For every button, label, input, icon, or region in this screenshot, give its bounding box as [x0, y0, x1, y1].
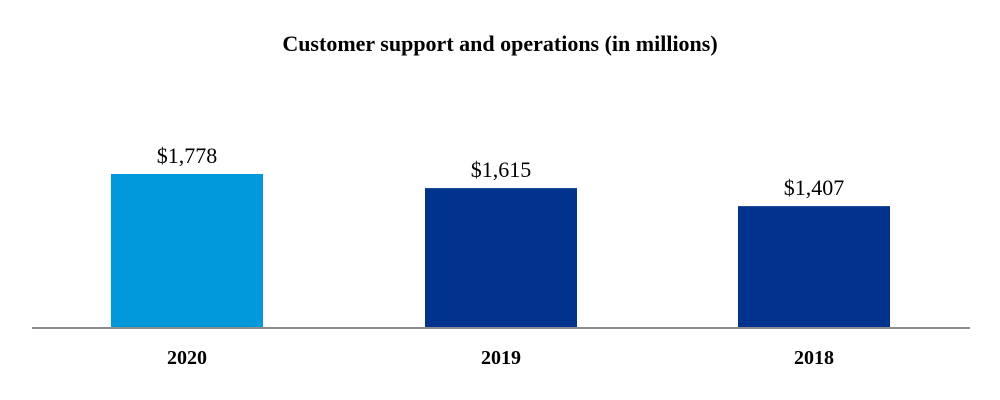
data-label-2020: $1,778 [157, 143, 218, 168]
bar-2018 [738, 206, 890, 328]
x-tick-label-2019: 2019 [481, 347, 521, 369]
x-tick-label-2020: 2020 [167, 347, 207, 369]
bar-2019 [425, 188, 577, 328]
data-label-2018: $1,407 [784, 175, 845, 200]
bar-2020 [111, 174, 263, 328]
data-labels-group: $1,778 $1,615 $1,407 [157, 143, 845, 200]
data-label-2019: $1,615 [471, 157, 532, 182]
chart-title: Customer support and operations (in mill… [282, 31, 717, 56]
x-tick-label-2018: 2018 [794, 347, 834, 369]
bars-group [111, 174, 890, 328]
x-tick-labels-group: 2020 2019 2018 [167, 347, 834, 369]
